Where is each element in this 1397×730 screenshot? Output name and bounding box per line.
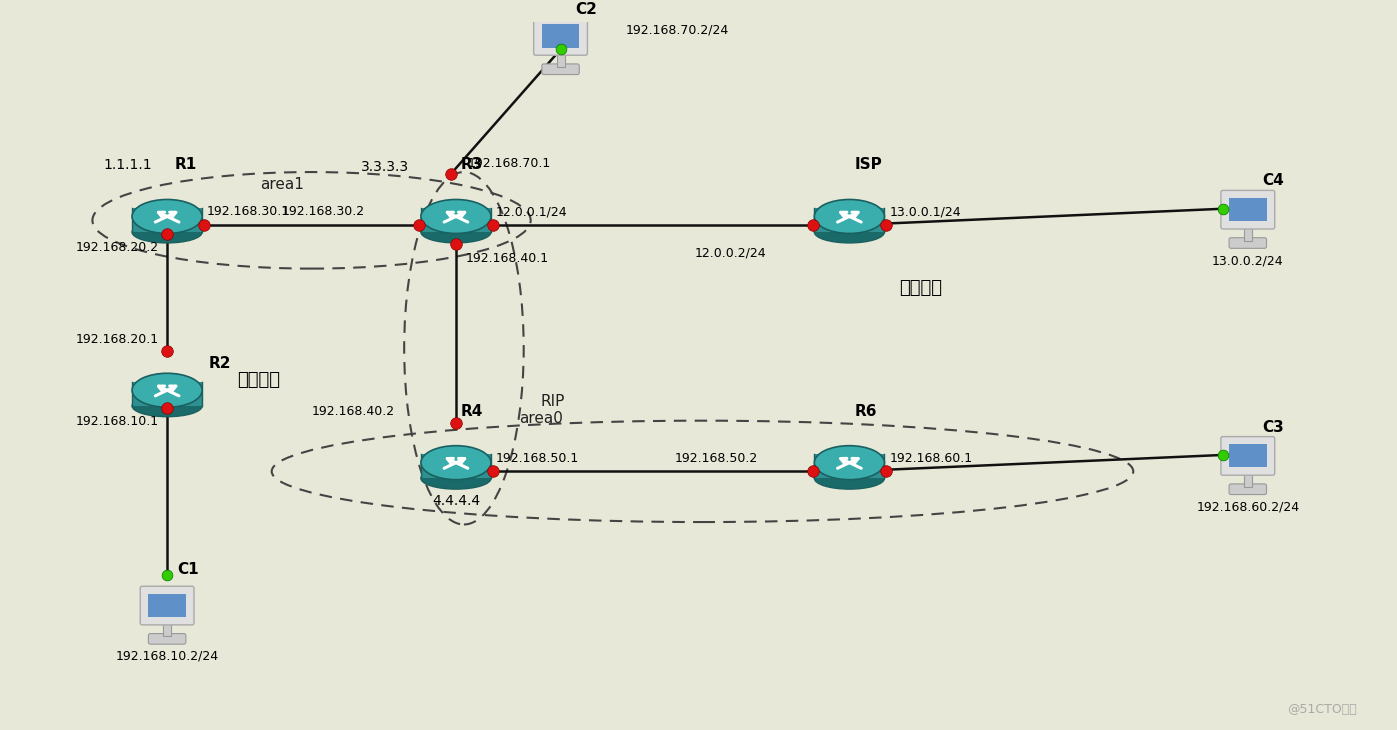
Point [482,219,504,231]
Ellipse shape [814,199,884,234]
FancyBboxPatch shape [420,454,490,478]
Point [482,466,504,477]
Text: 3.3.3.3: 3.3.3.3 [362,160,409,174]
Text: R6: R6 [855,404,877,418]
Text: 192.168.20.2: 192.168.20.2 [75,241,159,254]
FancyBboxPatch shape [1229,198,1267,221]
Text: C1: C1 [177,561,198,577]
Text: 192.168.10.1: 192.168.10.1 [75,415,159,428]
Ellipse shape [420,221,490,243]
Point [875,219,897,231]
Point [802,219,824,231]
Point [156,345,179,356]
Text: 192.168.70.2/24: 192.168.70.2/24 [626,23,729,36]
Ellipse shape [133,373,203,407]
Text: 192.168.50.1: 192.168.50.1 [496,452,580,464]
Text: RIP: RIP [541,394,566,410]
Ellipse shape [814,467,884,489]
FancyBboxPatch shape [420,208,490,232]
FancyBboxPatch shape [1229,484,1267,494]
FancyBboxPatch shape [1243,227,1252,241]
Text: 192.168.30.1: 192.168.30.1 [207,205,291,218]
FancyBboxPatch shape [542,24,580,47]
Text: 静态路由: 静态路由 [237,371,279,388]
Text: C2: C2 [576,1,598,17]
FancyBboxPatch shape [556,53,564,67]
Text: 192.168.70.1: 192.168.70.1 [468,157,552,170]
FancyBboxPatch shape [1221,437,1274,475]
Text: 192.168.40.2: 192.168.40.2 [312,405,395,418]
Text: 192.168.40.1: 192.168.40.1 [467,252,549,264]
Text: 192.168.10.2/24: 192.168.10.2/24 [116,650,219,663]
Point [549,44,571,55]
FancyBboxPatch shape [534,17,588,55]
Point [156,569,179,580]
Text: 192.168.60.1: 192.168.60.1 [890,452,972,464]
Ellipse shape [814,446,884,480]
FancyBboxPatch shape [814,208,884,232]
FancyBboxPatch shape [133,208,203,232]
Text: 192.168.50.2: 192.168.50.2 [675,452,759,464]
Text: area1: area1 [260,177,303,192]
Text: @51CTO博客: @51CTO博客 [1288,703,1358,715]
Text: 192.168.30.2: 192.168.30.2 [282,205,365,218]
Text: 4.4.4.4: 4.4.4.4 [432,493,481,508]
FancyBboxPatch shape [814,454,884,478]
FancyBboxPatch shape [1243,473,1252,487]
Point [156,402,179,414]
Point [444,238,467,250]
Text: R4: R4 [461,404,483,418]
Text: 13.0.0.1/24: 13.0.0.1/24 [890,205,961,218]
Text: R1: R1 [175,158,197,172]
Point [1211,203,1234,215]
FancyBboxPatch shape [140,586,194,625]
Text: 192.168.60.2/24: 192.168.60.2/24 [1196,500,1299,513]
Point [408,219,430,231]
Point [802,466,824,477]
Ellipse shape [133,221,203,243]
FancyBboxPatch shape [1229,445,1267,467]
FancyBboxPatch shape [163,623,170,637]
Text: 默认路由: 默认路由 [900,279,942,297]
Point [193,219,215,231]
Point [440,168,462,180]
Text: C3: C3 [1263,420,1284,434]
Text: 13.0.0.2/24: 13.0.0.2/24 [1213,254,1284,267]
Ellipse shape [420,446,490,480]
FancyBboxPatch shape [148,634,186,644]
Text: C4: C4 [1263,174,1284,188]
FancyBboxPatch shape [1221,191,1274,229]
Point [444,418,467,429]
FancyBboxPatch shape [133,382,203,406]
Ellipse shape [133,199,203,234]
Text: 12.0.0.2/24: 12.0.0.2/24 [696,247,767,259]
Ellipse shape [814,221,884,243]
Text: 192.168.20.1: 192.168.20.1 [75,333,159,345]
Point [875,466,897,477]
Text: ISP: ISP [855,158,882,172]
FancyBboxPatch shape [1229,238,1267,248]
Ellipse shape [133,395,203,417]
FancyBboxPatch shape [542,64,580,74]
Point [1211,449,1234,461]
Text: 12.0.0.1/24: 12.0.0.1/24 [496,205,567,218]
Text: R3: R3 [461,158,483,172]
Ellipse shape [420,199,490,234]
Text: R2: R2 [210,356,232,371]
Text: area0: area0 [518,411,563,426]
Ellipse shape [420,467,490,489]
Text: 1.1.1.1: 1.1.1.1 [103,158,152,172]
FancyBboxPatch shape [148,594,186,617]
Point [156,228,179,240]
